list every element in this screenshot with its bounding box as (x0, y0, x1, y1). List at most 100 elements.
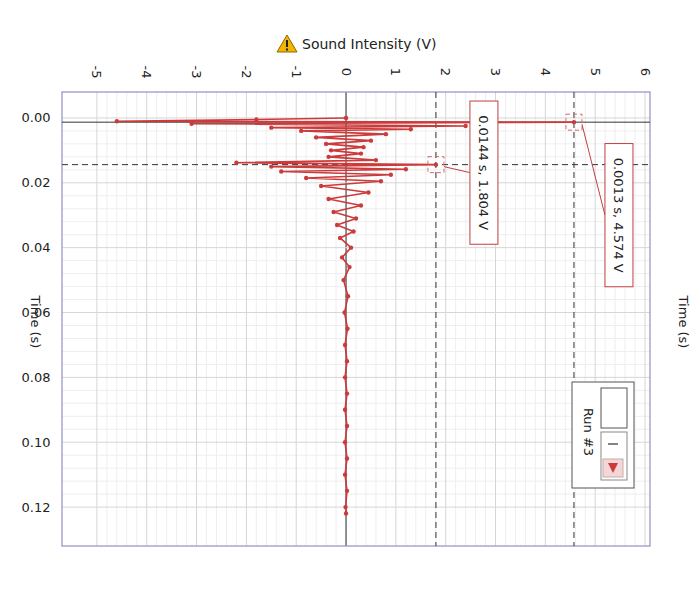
minor-grid-line (62, 494, 650, 495)
data-point (115, 119, 119, 123)
data-point (354, 216, 358, 220)
minor-grid-line (62, 416, 650, 417)
minor-grid-line (266, 92, 267, 546)
data-point (409, 127, 413, 131)
minor-grid-line (62, 403, 650, 404)
tick-label: -4 (139, 66, 154, 79)
minor-grid-line (226, 92, 227, 546)
tick-label: 5 (588, 68, 603, 76)
tick-label: 0.00 (22, 110, 51, 125)
tick-label: 6 (638, 68, 653, 76)
data-point (351, 229, 355, 233)
series-line (117, 118, 574, 514)
data-point (341, 278, 345, 282)
data-point (326, 155, 330, 159)
minor-grid-line (62, 208, 650, 209)
minor-grid-line (62, 221, 650, 222)
data-point (269, 125, 273, 129)
annotation-box (470, 101, 498, 244)
data-point (324, 142, 328, 146)
minor-grid-line (106, 92, 107, 546)
data-point (343, 375, 347, 379)
annotation-target (566, 114, 582, 130)
data-point (379, 179, 383, 183)
minor-grid-line (505, 92, 506, 546)
data-point (404, 167, 408, 171)
minor-grid-line (62, 351, 650, 352)
data-point (326, 197, 330, 201)
data-point (342, 310, 346, 314)
annotation-text: 0.0144 s, 1.804 V (476, 115, 491, 230)
minor-grid-line (405, 92, 406, 546)
legend-swatch-box (601, 388, 627, 428)
grid-line (62, 117, 650, 118)
data-point (384, 132, 388, 136)
minor-grid-line (62, 260, 650, 261)
grid-line (395, 92, 396, 546)
minor-grid-line (62, 325, 650, 326)
grid (62, 92, 650, 546)
minor-grid-line (62, 143, 650, 144)
grid-line (62, 442, 650, 443)
minor-grid-line (565, 92, 566, 546)
tick-label: -3 (189, 66, 204, 79)
data-point (314, 135, 318, 139)
minor-grid-line (535, 92, 536, 546)
minor-grid-line (62, 481, 650, 482)
legend: Run #3 (572, 382, 634, 488)
grid-line (96, 92, 97, 546)
data-point (343, 343, 347, 347)
data-point (366, 190, 370, 194)
grid-line (62, 377, 650, 378)
grid-line (445, 92, 446, 546)
minor-grid-line (216, 92, 217, 546)
tick-label: 0.08 (22, 370, 51, 385)
minor-grid-line (455, 92, 456, 546)
legend-marker (608, 463, 618, 473)
data-point (345, 359, 349, 363)
data-point (189, 122, 193, 126)
minor-grid-line (435, 92, 436, 546)
minor-grid-line (326, 92, 327, 546)
data-point (269, 164, 273, 168)
data-point (344, 511, 348, 515)
data-point (345, 424, 349, 428)
minor-grid-line (62, 286, 650, 287)
tick-label: -5 (89, 66, 104, 79)
tick-label: 0.02 (22, 175, 51, 190)
minor-grid-line (555, 92, 556, 546)
legend-label: Run #3 (581, 408, 596, 456)
data-point (346, 294, 350, 298)
data-point (331, 210, 335, 214)
legend-icon (608, 443, 618, 444)
data-point (361, 145, 365, 149)
annotation-leader (444, 167, 470, 173)
warning-icon (277, 35, 297, 52)
data-point (572, 120, 576, 124)
data-point (369, 138, 373, 142)
data-point (345, 489, 349, 493)
minor-grid-line (136, 92, 137, 546)
tick-label: -1 (289, 66, 304, 79)
minor-grid-line (415, 92, 416, 546)
tick-label: 4 (538, 68, 553, 76)
minor-grid-line (286, 92, 287, 546)
minor-grid-line (62, 195, 650, 196)
grid-line (645, 92, 646, 546)
plot-background (62, 92, 650, 546)
data-point (343, 505, 347, 509)
grid-line (246, 92, 247, 546)
data-point (254, 117, 258, 121)
tick-label: 3 (488, 68, 503, 76)
minor-grid-line (62, 364, 650, 365)
tick-label: 0.12 (22, 500, 51, 515)
minor-grid-line (515, 92, 516, 546)
minor-grid-line (126, 92, 127, 546)
data-point (335, 223, 339, 227)
minor-grid-line (116, 92, 117, 546)
minor-grid-line (62, 390, 650, 391)
annotation-text: 0.0013 s, 4.574 V (611, 158, 626, 273)
minor-grid-line (276, 92, 277, 546)
data-point (344, 116, 348, 120)
legend-controls (601, 432, 627, 480)
